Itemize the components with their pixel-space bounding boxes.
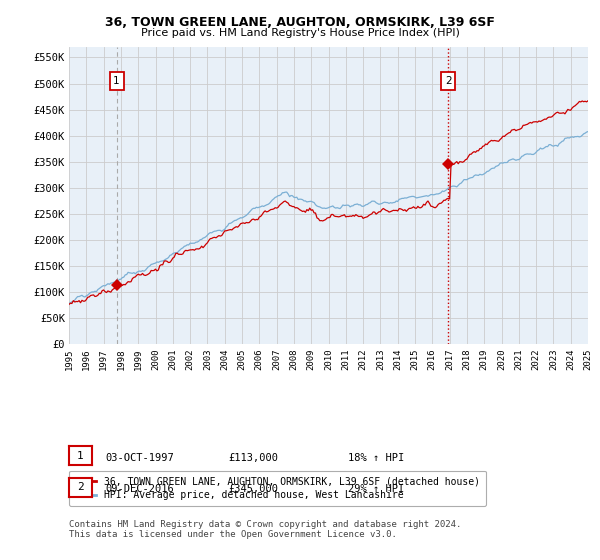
Text: £113,000: £113,000 (228, 452, 278, 463)
Text: 1: 1 (77, 451, 84, 461)
Text: 2: 2 (77, 482, 84, 492)
Text: 18% ↑ HPI: 18% ↑ HPI (348, 452, 404, 463)
Text: 36, TOWN GREEN LANE, AUGHTON, ORMSKIRK, L39 6SF: 36, TOWN GREEN LANE, AUGHTON, ORMSKIRK, … (105, 16, 495, 29)
Text: 2: 2 (445, 76, 452, 86)
Text: Price paid vs. HM Land Registry's House Price Index (HPI): Price paid vs. HM Land Registry's House … (140, 28, 460, 38)
Text: 1: 1 (113, 76, 120, 86)
Text: 29% ↑ HPI: 29% ↑ HPI (348, 484, 404, 494)
Legend: 36, TOWN GREEN LANE, AUGHTON, ORMSKIRK, L39 6SF (detached house), HPI: Average p: 36, TOWN GREEN LANE, AUGHTON, ORMSKIRK, … (68, 470, 485, 506)
Text: £345,000: £345,000 (228, 484, 278, 494)
Text: Contains HM Land Registry data © Crown copyright and database right 2024.
This d: Contains HM Land Registry data © Crown c… (69, 520, 461, 539)
Text: 09-DEC-2016: 09-DEC-2016 (105, 484, 174, 494)
Text: 03-OCT-1997: 03-OCT-1997 (105, 452, 174, 463)
